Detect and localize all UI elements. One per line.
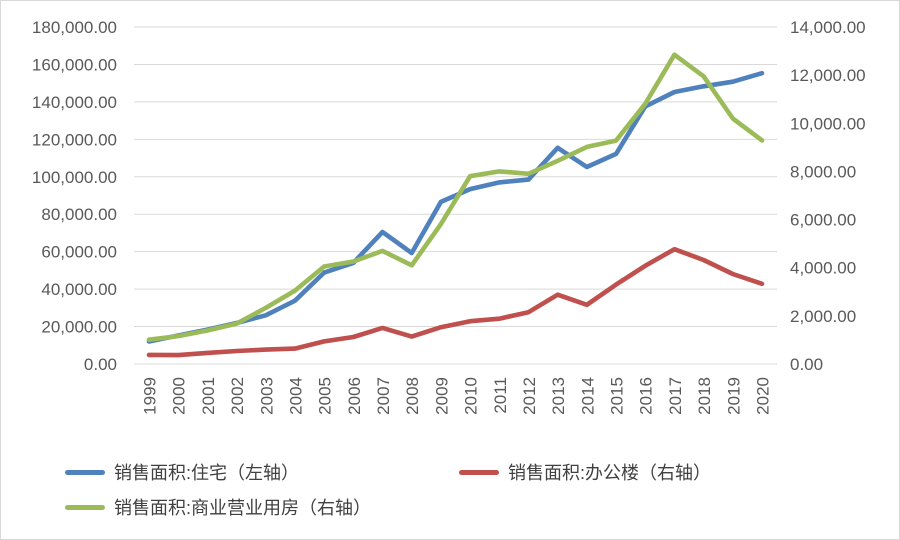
right-axis-tick-label: 8,000.00 xyxy=(790,162,856,181)
right-axis-tick-label: 6,000.00 xyxy=(790,211,856,230)
x-axis-tick-label: 2003 xyxy=(257,377,276,415)
legend-swatch-residential xyxy=(65,469,105,475)
x-axis-tick-label: 2004 xyxy=(286,377,305,415)
x-axis-tick-label: 2010 xyxy=(462,377,481,415)
x-axis-tick-label: 2011 xyxy=(491,377,510,414)
series-line-residential[interactable] xyxy=(146,70,765,344)
x-axis-tick-label: 2015 xyxy=(608,377,627,415)
x-axis-tick-label: 2018 xyxy=(695,377,714,415)
right-axis-tick-label: 12,000.00 xyxy=(790,66,866,85)
legend-item-office[interactable]: 销售面积:办公楼（右轴） xyxy=(459,459,711,485)
left-axis-tick-label: 40,000.00 xyxy=(41,280,117,299)
x-axis-tick-label: 2005 xyxy=(316,377,335,415)
x-axis-tick-label: 2013 xyxy=(549,377,568,415)
x-axis-tick-label: 2008 xyxy=(403,377,422,415)
left-axis-tick-label: 60,000.00 xyxy=(41,243,117,262)
x-axis-tick-label: 2006 xyxy=(345,377,364,415)
legend-label-office: 销售面积:办公楼（右轴） xyxy=(508,463,711,483)
series-line-commercial[interactable] xyxy=(146,52,765,343)
left-axis-tick-label: 140,000.00 xyxy=(32,93,117,112)
x-axis-tick-label: 2012 xyxy=(520,377,539,415)
x-axis-tick-label: 2000 xyxy=(170,377,189,415)
left-axis-tick-label: 180,000.00 xyxy=(32,18,117,37)
right-axis-tick-label: 0.00 xyxy=(790,355,823,374)
x-axis-tick-label: 1999 xyxy=(141,377,160,415)
legend-swatch-office xyxy=(459,469,499,475)
dual-axis-line-chart: 0.00 20,000.00 40,000.00 60,000.00 80,000.00… xyxy=(32,18,866,415)
x-axis-tick-label: 2001 xyxy=(199,377,218,415)
x-axis-tick-label: 2016 xyxy=(637,377,656,415)
left-axis-tick-label: 160,000.00 xyxy=(32,55,117,74)
right-axis-tick-label: 10,000.00 xyxy=(790,114,866,133)
x-axis-tick-label: 2002 xyxy=(228,377,247,415)
x-axis-tick-label: 2017 xyxy=(666,377,685,415)
x-axis-tick-label: 2014 xyxy=(578,377,597,415)
left-axis-tick-label: 100,000.00 xyxy=(32,168,117,187)
legend-item-commercial[interactable]: 销售面积:商业营业用房（右轴） xyxy=(65,494,371,520)
legend-swatch-commercial xyxy=(65,504,105,510)
legend-item-residential[interactable]: 销售面积:住宅（左轴） xyxy=(65,459,299,485)
x-axis-tick-label: 2009 xyxy=(432,377,451,415)
left-axis-tick-label: 20,000.00 xyxy=(41,318,117,337)
right-axis-tick-label: 14,000.00 xyxy=(790,18,866,37)
x-axis-tick-label: 2019 xyxy=(724,377,743,415)
left-axis-tick-label: 80,000.00 xyxy=(41,205,117,224)
x-axis-tick-label: 2020 xyxy=(754,377,773,415)
right-axis-tick-label: 2,000.00 xyxy=(790,307,856,326)
right-axis-tick-label: 4,000.00 xyxy=(790,259,856,278)
x-axis-tick-label: 2007 xyxy=(374,377,393,415)
left-axis-tick-label: 120,000.00 xyxy=(32,130,117,149)
series-line-office[interactable] xyxy=(146,246,765,358)
legend-label-residential: 销售面积:住宅（左轴） xyxy=(114,463,299,483)
left-axis-tick-label: 0.00 xyxy=(84,355,117,374)
legend-label-commercial: 销售面积:商业营业用房（右轴） xyxy=(114,498,371,518)
